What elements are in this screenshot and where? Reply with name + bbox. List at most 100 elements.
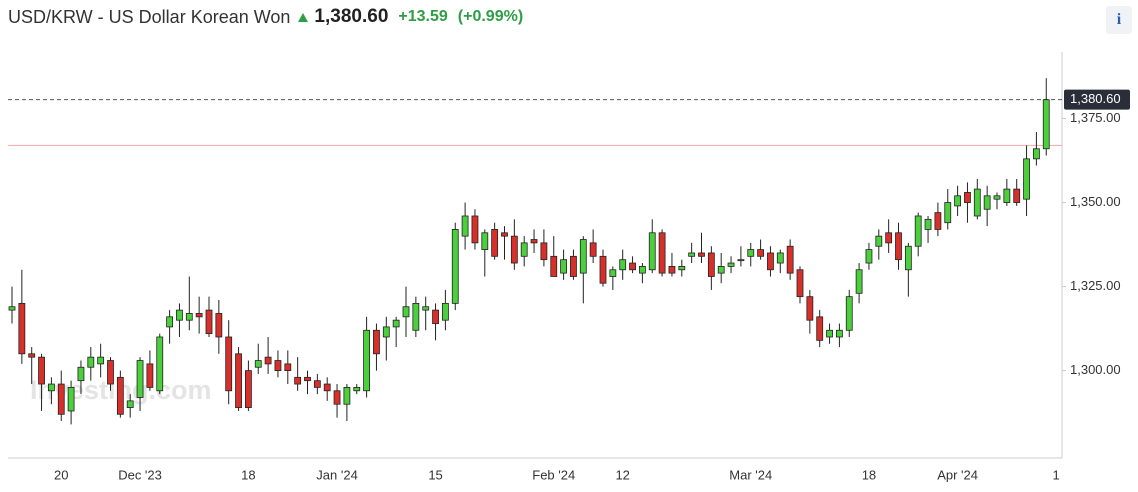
candle-body — [373, 329, 380, 355]
candle-body — [451, 229, 459, 304]
candle-body — [747, 249, 755, 257]
candle-body — [589, 242, 597, 257]
candle-body — [954, 195, 961, 207]
candle-body — [382, 326, 390, 338]
candle-body — [678, 266, 686, 271]
candle-body — [294, 376, 302, 385]
candle-body — [540, 242, 548, 261]
candle-body — [786, 245, 794, 274]
candle-body — [698, 252, 705, 257]
candle-body — [205, 309, 213, 335]
candle-body — [38, 356, 45, 385]
candle-body — [1003, 188, 1011, 203]
candle-body — [767, 252, 774, 271]
candle-body — [166, 316, 174, 328]
candle-body — [116, 376, 124, 415]
change: +13.59 — [398, 8, 448, 25]
candle-body — [895, 232, 902, 261]
candle-body — [254, 360, 262, 368]
candle-body — [875, 235, 883, 247]
candle-body — [796, 269, 804, 298]
x-tick-label: 18 — [862, 467, 876, 482]
candle-body — [274, 360, 282, 372]
candle-body — [412, 302, 420, 331]
x-tick-label: Dec '23 — [118, 467, 162, 482]
up-arrow — [298, 12, 309, 22]
header: USD/KRW - US Dollar Korean Won 1,380.60 … — [8, 4, 523, 30]
candle-body — [934, 212, 942, 230]
candle-body — [1013, 188, 1021, 203]
last-price: 1,380.60 — [314, 6, 389, 27]
candle-body — [461, 215, 469, 237]
y-tick-label: 1,300.00 — [1070, 362, 1121, 377]
candle-body — [57, 383, 65, 415]
x-tick-label: Jan '24 — [316, 467, 358, 482]
x-tick-label: 18 — [241, 467, 255, 482]
candle-body — [510, 235, 518, 264]
info-button[interactable]: i — [1106, 6, 1132, 34]
candle-body — [392, 319, 400, 328]
instrument-title: USD/KRW - US Dollar Korean Won — [8, 6, 291, 27]
candle-body — [855, 269, 863, 294]
candle-body — [264, 356, 272, 365]
x-tick-label: Feb '24 — [532, 467, 575, 482]
candle-body — [579, 239, 587, 274]
candle-body — [195, 313, 203, 318]
candle-body — [836, 329, 843, 338]
candle-body — [865, 249, 873, 264]
candle-body — [658, 232, 666, 274]
candle-body — [422, 306, 430, 311]
candle-body — [668, 266, 676, 274]
candle-body — [185, 313, 193, 321]
candle-body — [244, 370, 252, 408]
candle-body — [402, 306, 410, 318]
candle-body — [67, 387, 75, 412]
last-price-box — [1064, 89, 1130, 110]
candle-body — [688, 252, 696, 257]
candle-body — [973, 188, 981, 217]
candle-body — [284, 363, 292, 372]
x-tick-label: Mar '24 — [729, 467, 772, 482]
candle-body — [126, 400, 134, 408]
candle-body — [304, 376, 311, 382]
candle-body — [235, 353, 242, 408]
candle-body — [757, 249, 764, 257]
candle-body — [471, 215, 479, 244]
candle-body — [363, 329, 371, 392]
candle-body — [313, 380, 321, 388]
candle-body — [550, 255, 558, 277]
candle-body — [924, 218, 932, 230]
candle-body — [776, 252, 784, 264]
candle-body — [107, 360, 114, 385]
x-tick-label: 1 — [1052, 467, 1059, 482]
candle-body — [87, 356, 95, 368]
candle-body — [530, 239, 538, 244]
candle-body — [48, 383, 55, 392]
candle-body — [432, 309, 439, 324]
x-tick-label: 20 — [54, 467, 68, 482]
candle-body — [717, 266, 725, 274]
x-tick-label: 15 — [428, 467, 442, 482]
candle-body — [806, 296, 814, 321]
candle-body — [136, 360, 144, 398]
candle-body — [18, 302, 26, 355]
candle-body — [176, 309, 183, 321]
candle-body — [944, 202, 952, 224]
candle-body — [570, 255, 577, 277]
change-percent: (+0.99%) — [457, 8, 524, 25]
y-tick-label: 1,350.00 — [1070, 194, 1121, 209]
candle-body — [343, 387, 351, 405]
candle-body — [520, 242, 528, 257]
candle-body — [156, 336, 164, 392]
candle-body — [845, 296, 853, 331]
candle-body — [441, 302, 449, 321]
candle-body — [904, 245, 912, 271]
candle-body — [353, 387, 361, 392]
candle-body — [323, 383, 331, 392]
y-tick-label: 1,325.00 — [1070, 278, 1121, 293]
candle-body — [146, 363, 154, 388]
candle-body — [77, 366, 85, 382]
candle-body — [560, 259, 567, 274]
candle-body — [481, 232, 489, 250]
candle-body — [964, 192, 971, 203]
